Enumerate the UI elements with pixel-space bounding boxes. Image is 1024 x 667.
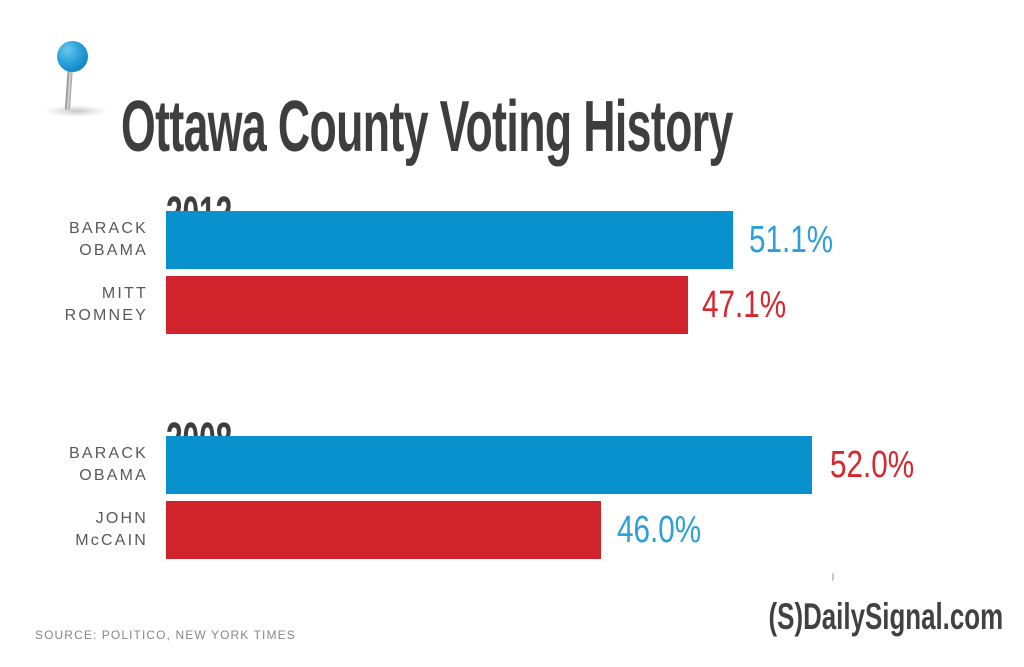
category-line: MITT [101,285,148,302]
category-line: ROMNEY [64,307,148,324]
category-line: JOHN [95,510,148,527]
bar-mccain-2008 [166,501,601,559]
category-line: BARACK [69,220,148,237]
value-label-obama-2008: 52.0% [830,444,915,486]
category-line: BARACK [69,445,148,462]
bar-romney-2012 [166,276,688,334]
category-label-obama-2008: BARACK OBAMA [0,436,148,494]
value-label-romney-2012: 47.1% [702,284,787,326]
pin-needle [64,65,73,111]
category-line: OBAMA [79,467,148,484]
category-label-romney-2012: MITT ROMNEY [0,276,148,334]
category-label-obama-2012: BARACK OBAMA [0,211,148,269]
pin-ball [57,41,88,72]
category-label-mccain-2008: JOHN McCAIN [0,501,148,559]
category-line: McCAIN [75,532,148,549]
value-label-mccain-2008: 46.0% [617,509,702,551]
bar-obama-2012 [166,211,733,269]
brand-logo: (S)DailySignal.com [768,596,1003,637]
stray-mark [832,573,834,581]
category-line: OBAMA [79,242,148,259]
push-pin-icon [0,0,130,130]
pin-shadow [44,105,108,117]
value-label-obama-2012: 51.1% [749,219,834,261]
bar-obama-2008 [166,436,812,494]
source-text: SOURCE: POLITICO, NEW YORK TIMES [35,628,296,642]
page-title: Ottawa County Voting History [121,87,733,168]
